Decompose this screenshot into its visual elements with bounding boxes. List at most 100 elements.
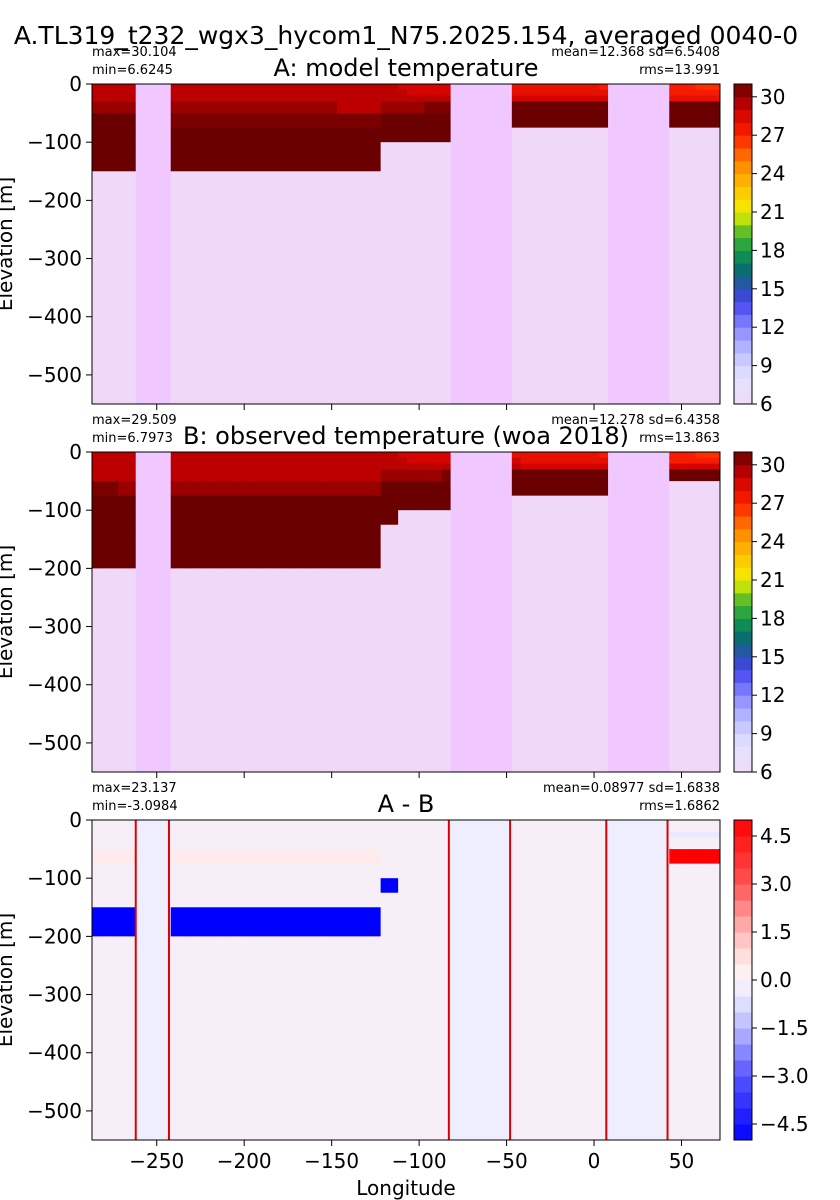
- colorbar-segment: [734, 352, 752, 367]
- colorbar-tick-label: 9: [760, 722, 773, 746]
- stat-min: min=-3.0984: [92, 799, 178, 814]
- colorbar-segment: [734, 964, 752, 981]
- colorbar-segment: [734, 212, 752, 226]
- colorbar-segment: [734, 199, 752, 213]
- stat-rms: rms=13.863: [639, 431, 720, 446]
- colorbar-segment: [734, 464, 752, 479]
- colorbar-segment: [734, 916, 752, 933]
- colorbar-segment: [734, 122, 752, 136]
- colorbar-segment: [734, 1044, 752, 1061]
- colorbar-segment: [734, 477, 752, 491]
- colorbar-segment: [734, 301, 752, 315]
- y-tick-label: −100: [27, 130, 82, 154]
- colorbar-segment: [734, 490, 752, 504]
- colorbar-segment: [734, 836, 752, 853]
- y-tick-label: −200: [27, 924, 82, 948]
- colorbar-segment: [734, 391, 752, 405]
- colorbar-tick-label: 6: [760, 760, 773, 784]
- y-tick-label: −300: [27, 983, 82, 1007]
- y-tick-label: −400: [27, 305, 82, 329]
- colorbar-tick-label: 27: [760, 491, 785, 515]
- plot-frame: [91, 83, 721, 405]
- stat-mean-sd: mean=0.08977 sd=1.6838: [543, 781, 720, 796]
- colorbar-tick-label: 27: [760, 123, 785, 147]
- colorbar-segment: [734, 314, 752, 328]
- heatmap-field: [92, 452, 720, 772]
- colorbar-segment: [734, 160, 752, 175]
- colorbar-segment: [734, 996, 752, 1013]
- colorbar-tick-label: 24: [760, 162, 785, 186]
- plot-frame: [91, 819, 721, 1141]
- y-tick-label: 0: [69, 808, 82, 832]
- stat-min: min=6.7973: [92, 431, 173, 446]
- colorbar-segment: [734, 250, 752, 264]
- plot-frame: [91, 451, 721, 773]
- colorbar-segment: [734, 237, 752, 251]
- stat-max: max=29.509: [92, 413, 177, 428]
- stat-min: min=6.6245: [92, 63, 173, 78]
- colorbar-segment: [734, 1028, 752, 1045]
- colorbar-tick-label: −3.0: [760, 1064, 809, 1088]
- stat-max: max=23.137: [92, 781, 177, 796]
- colorbar-tick-label: 0.0: [760, 968, 792, 992]
- y-tick-label: −500: [27, 1099, 82, 1123]
- colorbar-tick-label: 30: [760, 453, 785, 477]
- colorbar-segment: [734, 980, 752, 997]
- colorbar-segment: [734, 656, 752, 671]
- colorbar-segment: [734, 669, 752, 683]
- stat-max: max=30.104: [92, 45, 177, 60]
- colorbar-segment: [734, 554, 752, 568]
- colorbar-segment: [734, 618, 752, 632]
- colorbar-segment: [734, 1108, 752, 1125]
- colorbar-segment: [734, 452, 752, 466]
- colorbar-segment: [734, 605, 752, 619]
- colorbar-segment: [734, 276, 752, 290]
- colorbar-segment: [734, 644, 752, 658]
- panel-title: A: model temperature: [274, 54, 539, 82]
- colorbar-segment: [734, 84, 752, 98]
- y-tick-label: −300: [27, 247, 82, 271]
- colorbar-segment: [734, 365, 752, 379]
- colorbar-tick-label: 12: [760, 683, 785, 707]
- colorbar-segment: [734, 695, 752, 709]
- y-axis-label: Elevation [m]: [0, 177, 17, 311]
- y-tick-label: 0: [69, 440, 82, 464]
- colorbar-segment: [734, 1124, 752, 1141]
- colorbar-segment: [734, 852, 752, 869]
- x-tick-label: −150: [304, 1149, 359, 1173]
- y-tick-label: −200: [27, 556, 82, 580]
- colorbar-segment: [734, 263, 752, 277]
- colorbar-segment: [734, 1060, 752, 1077]
- colorbar-segment: [734, 631, 752, 645]
- colorbar-tick-label: 21: [760, 200, 785, 224]
- colorbar-tick-label: 21: [760, 568, 785, 592]
- colorbar-tick-label: 24: [760, 530, 785, 554]
- colorbar-tick-label: 12: [760, 315, 785, 339]
- panel-difference: 0−100−200−300−400−500−250 −200 −150 −100 −50…: [0, 781, 809, 1173]
- y-tick-label: −100: [27, 866, 82, 890]
- colorbar-segment: [734, 932, 752, 949]
- colorbar-segment: [734, 516, 752, 530]
- panel-observed-temperature: 0 −100 −200 −300 −400 −500 Elevation [m] B: obs…: [0, 413, 785, 784]
- colorbar-segment: [734, 327, 752, 341]
- colorbar-frame: [733, 451, 753, 773]
- colorbar-frame: [733, 83, 753, 405]
- colorbar-tick-label: 9: [760, 354, 773, 378]
- colorbar: 4.5 3.0 1.5 0.0 −1.5 −3.0 −4.5: [733, 819, 809, 1141]
- stat-mean-sd: mean=12.368 sd=6.5408: [551, 45, 720, 60]
- colorbar-tick-label: 1.5: [760, 920, 792, 944]
- colorbar-segment: [734, 186, 752, 200]
- colorbar-segment: [734, 868, 752, 885]
- colorbar-segment: [734, 900, 752, 917]
- x-axis-label: Longitude: [356, 1176, 455, 1200]
- colorbar-segment: [734, 173, 752, 187]
- colorbar-segment: [734, 135, 752, 149]
- colorbar-segment: [734, 288, 752, 303]
- colorbar-segment: [734, 820, 752, 837]
- colorbar-tick-label: 18: [760, 238, 785, 262]
- heatmap-field: [92, 820, 720, 1140]
- stat-mean-sd: mean=12.278 sd=6.4358: [551, 413, 720, 428]
- y-tick-label: −200: [27, 188, 82, 212]
- panel-title: B: observed temperature (woa 2018): [183, 422, 629, 450]
